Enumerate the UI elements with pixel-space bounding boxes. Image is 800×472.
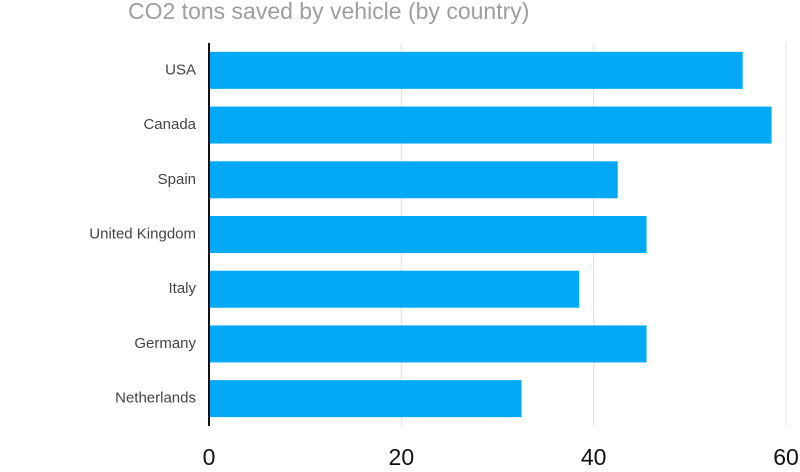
- bar-germany[interactable]: [209, 325, 647, 363]
- category-labels: USA Canada Spain United Kingdom Italy Germany…: [89, 61, 196, 406]
- category-label-italy: Italy: [168, 280, 196, 297]
- x-tick-label-20: 20: [389, 444, 415, 470]
- category-label-canada: Canada: [143, 116, 196, 133]
- category-label-germany: Germany: [134, 335, 196, 352]
- bar-canada[interactable]: [209, 106, 772, 144]
- x-tick-label-40: 40: [581, 444, 607, 470]
- x-axis-tick-labels: 0 20 40 60: [203, 444, 799, 470]
- bar-italy[interactable]: [209, 270, 580, 308]
- bar-spain[interactable]: [209, 161, 618, 199]
- bar-usa[interactable]: [209, 51, 743, 89]
- category-label-usa: USA: [165, 61, 196, 78]
- bar-netherlands[interactable]: [209, 380, 522, 418]
- x-tick-label-60: 60: [773, 444, 799, 470]
- chart-title: CO2 tons saved by vehicle (by country): [128, 0, 530, 24]
- x-tick-label-0: 0: [203, 444, 216, 470]
- category-label-united-kingdom: United Kingdom: [89, 225, 196, 242]
- bars: [209, 51, 772, 418]
- category-label-spain: Spain: [158, 171, 196, 188]
- category-label-netherlands: Netherlands: [115, 390, 196, 407]
- bar-united-kingdom[interactable]: [209, 216, 647, 253]
